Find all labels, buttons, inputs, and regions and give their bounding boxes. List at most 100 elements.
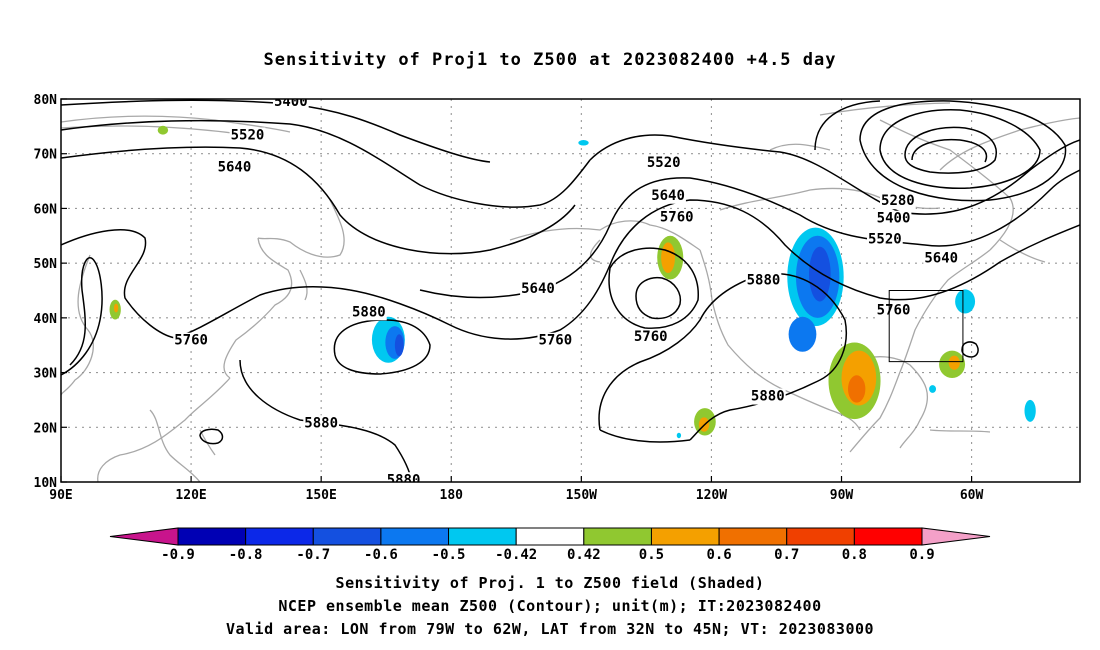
longitude-axis: 90E 120E 150E 180 150W 120W 90W 60W — [49, 476, 984, 503]
colorbar-segment — [380, 527, 450, 546]
colorbar-label: 0.5 — [639, 547, 664, 563]
sensitivity-blob — [788, 316, 817, 352]
colorbar-label: -0.6 — [364, 547, 398, 563]
colorbar-segment — [448, 527, 517, 546]
caption-line-2: NCEP ensemble mean Z500 (Contour); unit(… — [278, 597, 822, 615]
contour-5880-inner-loop — [635, 276, 682, 320]
contour-5880-south — [239, 359, 413, 482]
sensitivity-blob — [848, 375, 866, 403]
contour-label: 5760 — [634, 329, 668, 345]
contour-low-inner-3 — [859, 100, 1067, 202]
lon-label: 150E — [306, 488, 337, 503]
colorbar-segment — [245, 527, 314, 546]
colorbar-label: 0.7 — [774, 547, 799, 563]
sensitivity-blob — [929, 385, 937, 393]
lon-label: 120W — [696, 488, 727, 503]
contour-label: 5280 — [881, 193, 915, 209]
contour-label: 5760 — [174, 333, 208, 349]
contour-label: 5520 — [231, 128, 265, 144]
sensitivity-blob — [948, 355, 960, 370]
colorbar-label: -0.5 — [432, 547, 466, 563]
sensitivity-blob — [394, 334, 404, 357]
lat-label: 70N — [34, 148, 58, 163]
sensitivity-blob — [808, 246, 831, 302]
lon-label: 150W — [566, 488, 597, 503]
contour-label: 5880 — [304, 415, 338, 431]
contour-small-loop-2 — [961, 341, 979, 358]
colorbar-segment — [583, 527, 652, 546]
coastlines — [61, 102, 1080, 482]
colorbar-segment — [650, 527, 720, 546]
contour-label: 5400 — [274, 94, 308, 110]
sensitivity-blob — [578, 140, 589, 146]
contour-5640-west — [61, 146, 576, 255]
lon-label: 90E — [49, 488, 72, 503]
contour-label: 5880 — [751, 389, 785, 405]
lon-label: 60W — [960, 488, 984, 503]
contour-low-inner-1 — [911, 138, 988, 163]
colorbar-label: 0.6 — [706, 547, 731, 563]
latitude-axis: 80N 70N 60N 50N 40N 30N 20N 10N — [34, 93, 67, 491]
contour-label: 5520 — [647, 155, 681, 171]
caption-line-1: Sensitivity of Proj. 1 to Z500 field (Sh… — [335, 574, 765, 592]
lon-label: 120E — [175, 488, 206, 503]
contour-5880-east — [598, 273, 847, 441]
contour-label: 5640 — [521, 281, 555, 297]
contour-5400-west — [61, 99, 491, 163]
contour-label: 5640 — [924, 251, 958, 267]
colorbar-segment — [312, 527, 382, 546]
colorbar-label: 0.8 — [842, 547, 867, 563]
contour-low-inner-4 — [814, 100, 881, 151]
contour-label: 5760 — [538, 333, 572, 349]
contour-label: 5880 — [747, 273, 781, 289]
lat-label: 10N — [34, 476, 58, 491]
colorbar-label: -0.8 — [229, 547, 263, 563]
map-area: 5400 5520 5640 5520 5640 5760 5280 5400 5520 5640… — [61, 94, 1080, 488]
gridlines — [61, 99, 1080, 482]
contour-label: 5640 — [651, 188, 685, 204]
colorbar-label: -0.9 — [161, 547, 195, 563]
colorbar-low-triangle — [109, 527, 179, 546]
colorbar-label: -0.7 — [296, 547, 330, 563]
map-title: Sensitivity of Proj1 to Z500 at 20230824… — [263, 50, 837, 70]
colorbar-label: 0.42 — [567, 547, 601, 563]
lat-label: 60N — [34, 202, 58, 217]
contour-label: 5520 — [868, 232, 902, 248]
lat-label: 50N — [34, 257, 58, 272]
contour-5880-east-tail — [599, 429, 691, 443]
contour-5760-mid — [349, 199, 1080, 340]
sensitivity-blob — [955, 289, 976, 314]
colorbar: -0.9 -0.8 -0.7 -0.6 -0.5 -0.42 0.42 0.5 0.6 0.7 0.… — [109, 527, 991, 563]
colorbar-segment — [177, 527, 247, 546]
contour-5520-east — [589, 134, 1080, 215]
contour-5520-west — [61, 119, 591, 208]
lon-label: 180 — [440, 488, 464, 503]
sensitivity-blob — [113, 303, 119, 313]
contour-small-loop-1 — [199, 428, 224, 445]
contour-5280-low — [904, 126, 997, 174]
contour-labels: 5400 5520 5640 5520 5640 5760 5280 5400 5520 5640… — [173, 94, 960, 488]
map-frame — [60, 98, 1081, 483]
colorbar-segment — [786, 527, 855, 546]
sensitivity-blob — [1024, 399, 1036, 422]
colorbar-high-triangle — [921, 527, 991, 546]
colorbar-segment — [718, 527, 788, 546]
contour-label: 5760 — [877, 303, 911, 319]
contour-5880-west — [61, 257, 103, 376]
lat-label: 40N — [34, 312, 58, 327]
contour-5760-west-ridge — [61, 229, 351, 339]
contour-label: 5880 — [352, 304, 386, 320]
lat-label: 80N — [34, 93, 58, 108]
contour-5880-pacific — [333, 319, 431, 375]
lat-label: 30N — [34, 367, 58, 382]
contour-low-inner-2 — [879, 109, 1041, 189]
sensitivity-blob — [157, 125, 169, 135]
valid-area-box — [888, 290, 964, 363]
sensitivity-shading — [109, 125, 1036, 439]
contour-label: 5880 — [387, 472, 421, 488]
colorbar-label: 0.9 — [909, 547, 934, 563]
lon-label: 90W — [830, 488, 854, 503]
contour-5880-trough-loop — [608, 247, 699, 329]
lat-label: 20N — [34, 421, 58, 436]
